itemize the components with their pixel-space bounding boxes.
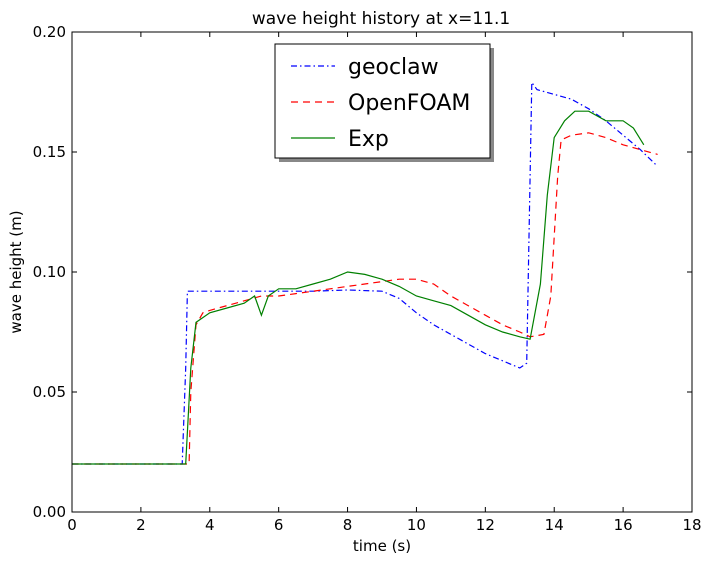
x-tick-label: 8 bbox=[343, 516, 353, 534]
series-line-geoclaw bbox=[72, 80, 659, 465]
y-tick-label: 0.00 bbox=[33, 503, 66, 521]
x-tick-label: 2 bbox=[136, 516, 146, 534]
x-tick-label: 12 bbox=[476, 516, 495, 534]
series-layer bbox=[72, 80, 659, 465]
x-tick-label: 16 bbox=[614, 516, 633, 534]
x-axis-label: time (s) bbox=[353, 537, 411, 555]
legend-label: Exp bbox=[348, 127, 389, 152]
x-tick-label: 14 bbox=[545, 516, 564, 534]
x-tick-label: 0 bbox=[67, 516, 77, 534]
legend-label: geoclaw bbox=[348, 55, 439, 80]
y-tick-label: 0.05 bbox=[33, 383, 66, 401]
chart-title: wave height history at x=11.1 bbox=[252, 9, 510, 29]
x-tick-label: 4 bbox=[205, 516, 215, 534]
x-axis: 0 2 4 6 8 10 12 14 16 18 bbox=[67, 32, 702, 534]
legend-box bbox=[274, 43, 491, 159]
y-tick-label: 0.10 bbox=[33, 263, 66, 281]
y-axis-label: wave height (m) bbox=[7, 210, 25, 333]
x-tick-label: 10 bbox=[407, 516, 426, 534]
series-line-openfoam bbox=[72, 132, 658, 465]
series-line-exp bbox=[72, 110, 645, 465]
y-tick-label: 0.20 bbox=[33, 23, 66, 41]
x-tick-label: 18 bbox=[682, 516, 701, 534]
y-tick-label: 0.15 bbox=[33, 143, 66, 161]
x-tick-label: 6 bbox=[274, 516, 284, 534]
legend-label: OpenFOAM bbox=[348, 91, 470, 116]
y-axis: 0.00 0.05 0.10 0.15 0.20 bbox=[33, 23, 692, 521]
legend: geoclaw OpenFOAM Exp bbox=[274, 43, 494, 162]
